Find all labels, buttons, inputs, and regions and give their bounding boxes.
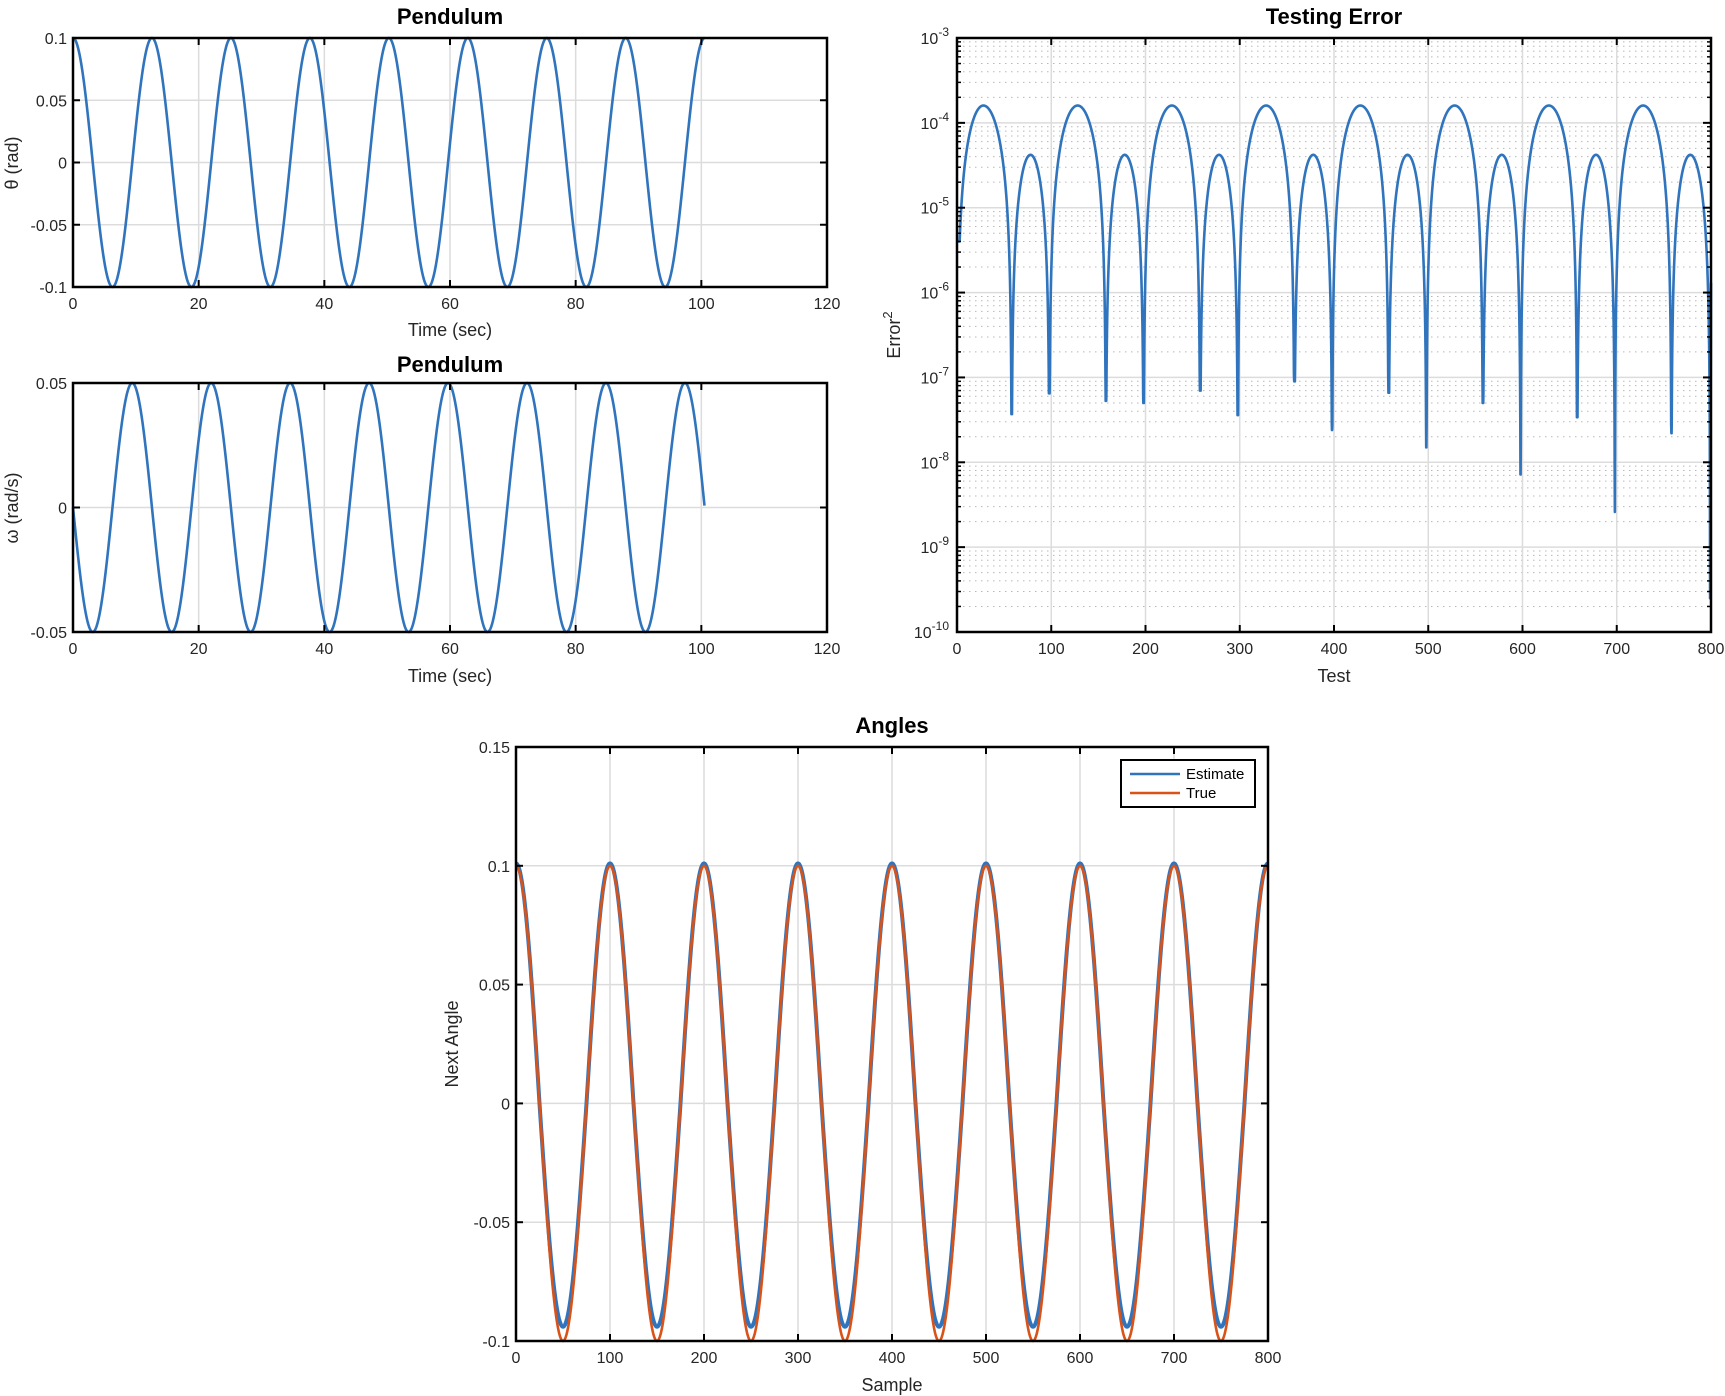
x-tick-label: 800 <box>1698 641 1725 658</box>
x-tick-label: 60 <box>441 641 459 658</box>
x-tick-label: 100 <box>597 1350 624 1367</box>
x-tick-label: 500 <box>973 1350 1000 1367</box>
x-tick-label: 700 <box>1603 641 1630 658</box>
x-tick-label: 120 <box>814 296 841 313</box>
x-tick-label: 500 <box>1415 641 1442 658</box>
pendulum-theta-chart: Pendulum 0 20 40 60 80 100 120 -0.1 -0.05 0 0.05 0.… <box>2 4 840 340</box>
legend-box <box>1120 759 1256 808</box>
y-tick-label: 0 <box>58 501 67 518</box>
x-tick-label: 100 <box>688 641 715 658</box>
chart-title: Testing Error <box>1266 4 1403 29</box>
x-tick-label: 80 <box>567 641 585 658</box>
y-tick-label: 10-10 <box>914 619 949 642</box>
x-tick-label: 0 <box>512 1350 521 1367</box>
legend[interactable]: Estimate True <box>1120 759 1256 808</box>
x-tick-label: 0 <box>69 641 78 658</box>
x-tick-label: 80 <box>567 296 585 313</box>
x-tick-label: 300 <box>785 1350 812 1367</box>
x-tick-label: 800 <box>1255 1350 1282 1367</box>
y-tick-label: 10-3 <box>921 25 950 48</box>
y-tick-label: 10-9 <box>921 534 950 557</box>
grid-lines <box>73 383 827 632</box>
y-tick-label: 0.1 <box>488 859 510 876</box>
testing-error-chart: Testing Error 0 100 200 300 400 500 600 700 800 1… <box>880 4 1724 686</box>
y-tick-label: 0.05 <box>36 93 67 110</box>
x-tick-label: 60 <box>441 296 459 313</box>
x-tick-label: 100 <box>1038 641 1065 658</box>
grid-lines <box>73 38 827 287</box>
x-tick-label: 400 <box>879 1350 906 1367</box>
x-tick-label: 100 <box>688 296 715 313</box>
y-axis-label: Next Angle <box>442 1000 462 1087</box>
angles-chart: Angles 0 100 200 300 400 500 600 700 800 -0.1 -0.0… <box>442 713 1281 1395</box>
x-axis-label: Test <box>1317 666 1350 686</box>
y-tick-label: -0.1 <box>482 1334 510 1351</box>
x-tick-label: 20 <box>190 641 208 658</box>
x-tick-label: 400 <box>1321 641 1348 658</box>
x-tick-label: 40 <box>315 296 333 313</box>
chart-title: Pendulum <box>397 352 503 377</box>
x-tick-label: 600 <box>1509 641 1536 658</box>
y-tick-label: 0.15 <box>479 740 510 757</box>
y-axis-label: θ (rad) <box>2 136 22 189</box>
axis-ticks: 0 100 200 300 400 500 600 700 800 10-10 10-9 10-8 10… <box>914 25 1725 658</box>
chart-title: Angles <box>855 713 928 738</box>
x-axis-label: Time (sec) <box>408 666 492 686</box>
x-tick-label: 120 <box>814 641 841 658</box>
data-series <box>71 381 706 634</box>
y-tick-label: -0.05 <box>31 625 68 642</box>
data-series <box>955 104 1713 600</box>
x-axis-label: Sample <box>861 1375 922 1395</box>
x-tick-label: 0 <box>69 296 78 313</box>
plot-area <box>71 381 706 634</box>
x-tick-label: 700 <box>1161 1350 1188 1367</box>
y-tick-label: 0.1 <box>45 31 67 48</box>
svg-text:Error2: Error2 <box>880 311 904 358</box>
legend-true-label: True <box>1186 785 1216 802</box>
y-tick-label: -0.1 <box>39 280 67 297</box>
y-axis-label: Error2 <box>880 311 904 358</box>
x-tick-label: 200 <box>1132 641 1159 658</box>
x-tick-label: 0 <box>953 641 962 658</box>
data-series <box>515 864 1269 1343</box>
axis-ticks: 0 20 40 60 80 100 120 -0.1 -0.05 0 0.05 0.1 <box>31 31 841 313</box>
y-axis-label: ω (rad/s) <box>2 472 22 543</box>
y-tick-label: 0.05 <box>36 376 67 393</box>
y-tick-label: 10-4 <box>921 110 950 133</box>
x-tick-label: 20 <box>190 296 208 313</box>
x-tick-label: 200 <box>691 1350 718 1367</box>
y-tick-label: 0.05 <box>479 978 510 995</box>
y-tick-label: 10-6 <box>921 280 950 303</box>
y-tick-label: -0.05 <box>31 218 68 235</box>
axis-ticks: 0 100 200 300 400 500 600 700 800 -0.1 -0.05 0 0.05 0… <box>474 740 1282 1367</box>
x-tick-label: 600 <box>1067 1350 1094 1367</box>
y-tick-label: 0 <box>501 1096 510 1113</box>
chart-title: Pendulum <box>397 4 503 29</box>
plot-area <box>955 104 1713 600</box>
y-tick-label: 0 <box>58 156 67 173</box>
y-tick-label: 10-8 <box>921 449 950 472</box>
x-tick-label: 40 <box>315 641 333 658</box>
plot-area <box>514 861 1270 1343</box>
y-tick-label: 10-5 <box>921 195 950 218</box>
legend-estimate-label: Estimate <box>1186 766 1244 783</box>
x-axis-label: Time (sec) <box>408 320 492 340</box>
y-tick-label: 10-7 <box>921 364 950 387</box>
x-tick-label: 300 <box>1226 641 1253 658</box>
y-tick-label: -0.05 <box>474 1215 511 1232</box>
